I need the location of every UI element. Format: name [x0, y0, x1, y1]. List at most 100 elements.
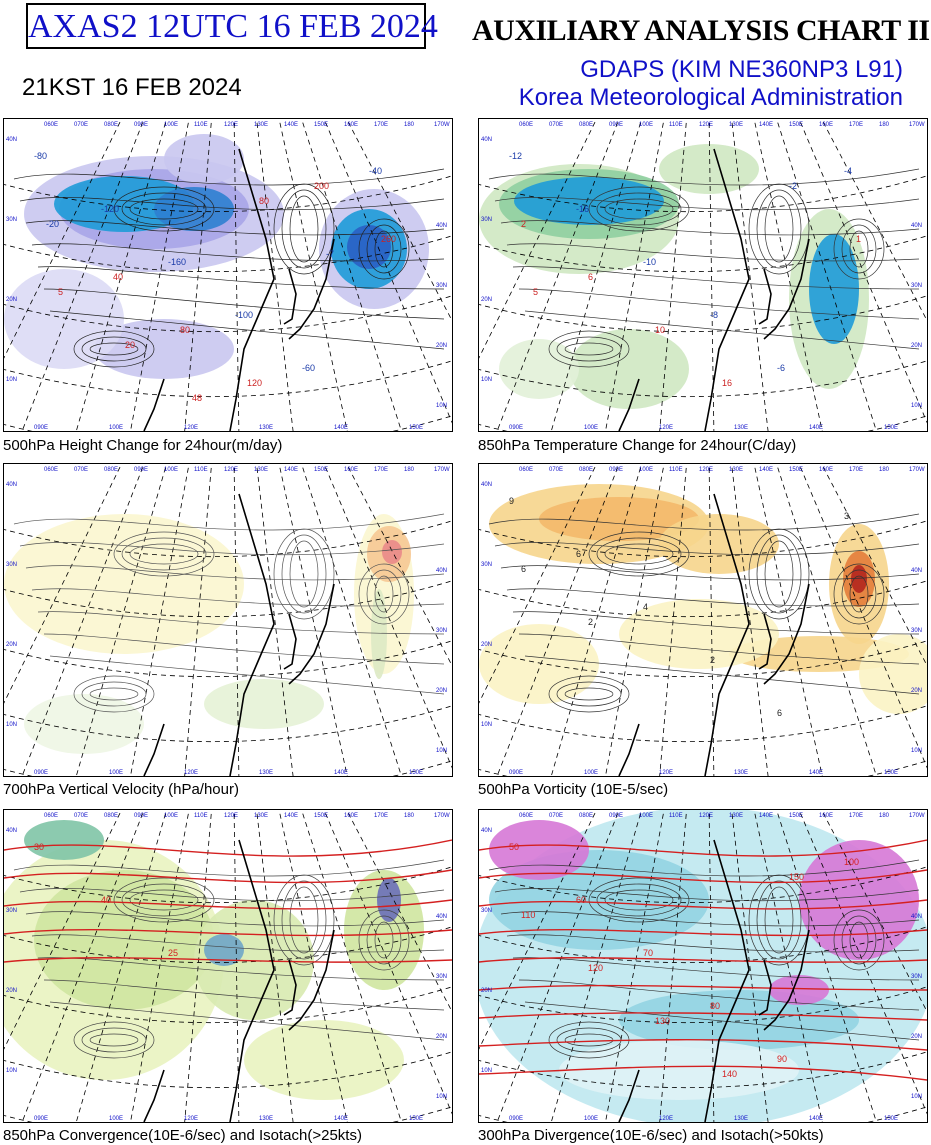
field-area	[24, 694, 144, 754]
lon-label-top: 130E	[254, 122, 268, 128]
korea-peninsula	[758, 268, 772, 325]
lon-label-top: 110E	[194, 813, 208, 819]
lon-label-bottom: 150E	[409, 770, 423, 776]
contour-ring	[604, 889, 674, 911]
contour-value: -80	[34, 151, 47, 161]
lat-label-right: 10N	[911, 1094, 922, 1100]
china-coast	[704, 493, 750, 776]
contour-line	[31, 934, 445, 953]
graticule-labels: 060E 070E 080E 090E 100E 110E 120E 130E 140E 150E…	[6, 467, 450, 776]
field-area	[347, 225, 391, 269]
meridian-line	[278, 464, 348, 776]
korea-peninsula	[758, 959, 772, 1016]
contour-value: -16	[576, 204, 589, 214]
contour-ring	[121, 192, 207, 226]
latitude-line	[479, 295, 927, 333]
meridian-line	[550, 810, 642, 1122]
contour-values: 50 60 70 80 90 100 110 120 130 140 150	[509, 842, 859, 1079]
lon-label-top: 140E	[759, 122, 773, 128]
contour-line	[506, 243, 920, 262]
field-area	[204, 679, 324, 729]
lat-label-left: 20N	[481, 988, 492, 994]
isotach-line	[4, 899, 452, 910]
contour-ring	[748, 183, 810, 275]
shaded-field	[4, 514, 414, 754]
latitude-line	[4, 926, 452, 964]
meridian-line	[798, 464, 927, 769]
graticule-labels: 060E 070E 080E 090E 100E 110E 120E 130E 140E 150E…	[6, 122, 450, 431]
lon-label-top: 160E	[344, 813, 358, 819]
lat-label-left: 40N	[6, 828, 17, 834]
lon-label-bottom: 100E	[584, 770, 598, 776]
contour-ring	[89, 687, 139, 701]
contour-value: -40	[369, 166, 382, 176]
meridian-line	[753, 119, 823, 431]
contour-value: 10	[655, 325, 665, 335]
field-area	[659, 514, 779, 574]
contour-value: -160	[168, 257, 186, 267]
graticule-labels: 060E 070E 080E 090E 100E 110E 120E 130E 140E 150E…	[6, 813, 450, 1122]
graticule	[479, 810, 927, 1122]
contour-value: 120	[588, 963, 603, 973]
lon-label-top: 060E	[519, 467, 533, 473]
contour-value: 200	[314, 181, 329, 191]
isotach-line	[4, 839, 452, 857]
lat-label-right: 30N	[436, 974, 447, 980]
meridian-line	[21, 119, 145, 431]
lon-label-bottom: 100E	[109, 770, 123, 776]
meridian-line	[4, 119, 122, 359]
lon-label-top: 180	[404, 813, 415, 819]
meridian-line	[4, 464, 122, 704]
contour-line	[49, 655, 445, 695]
contour-line	[524, 655, 920, 695]
latitude-line	[479, 760, 927, 776]
lon-label-top: 100E	[164, 122, 178, 128]
contour-line	[506, 934, 920, 953]
lat-label-right: 30N	[911, 283, 922, 289]
lat-label-left: 40N	[481, 482, 492, 488]
latitude-line	[4, 295, 452, 333]
contour-ring	[556, 336, 622, 362]
latitude-line	[479, 926, 927, 964]
coastline	[618, 839, 810, 1122]
lon-label-top: 170E	[849, 122, 863, 128]
lon-label-top: 090E	[134, 467, 148, 473]
field-area	[514, 177, 664, 225]
lon-label-bottom: 090E	[34, 1116, 48, 1122]
contour-line	[506, 588, 920, 607]
field-area	[94, 319, 234, 379]
meridian-line	[346, 464, 452, 667]
lat-label-left: 30N	[481, 217, 492, 223]
latitude-line	[4, 415, 452, 431]
lon-label-bottom: 130E	[259, 425, 273, 431]
field-area	[377, 878, 401, 922]
latitude-line	[479, 235, 927, 273]
lon-label-top: 140E	[759, 813, 773, 819]
contour-ring	[289, 886, 319, 954]
contour-ring	[281, 189, 327, 269]
field-area	[659, 144, 759, 194]
lon-label-bottom: 140E	[334, 1116, 348, 1122]
contour-line	[488, 859, 920, 877]
contour-value: 6	[576, 549, 581, 559]
contour-value: -60	[302, 363, 315, 373]
japan-islands	[288, 583, 335, 685]
isotach-line	[4, 957, 452, 963]
contour-value: 2	[588, 617, 593, 627]
meridian-line	[496, 810, 620, 1122]
lon-label-bottom: 150E	[884, 425, 898, 431]
lon-label-bottom: 120E	[184, 1116, 198, 1122]
isotach-line	[479, 899, 927, 910]
lon-label-bottom: 090E	[34, 425, 48, 431]
latitude-line	[4, 1106, 452, 1122]
contour-line	[512, 611, 920, 635]
meridian-line	[776, 119, 877, 431]
lon-label-top: 170E	[849, 813, 863, 819]
contour-ring	[73, 675, 155, 713]
contour-line	[488, 168, 920, 186]
latitude-line	[479, 520, 927, 558]
contour-line	[19, 888, 445, 902]
isotach-line	[479, 869, 927, 884]
field-area	[344, 870, 424, 990]
contour-line	[25, 220, 445, 236]
